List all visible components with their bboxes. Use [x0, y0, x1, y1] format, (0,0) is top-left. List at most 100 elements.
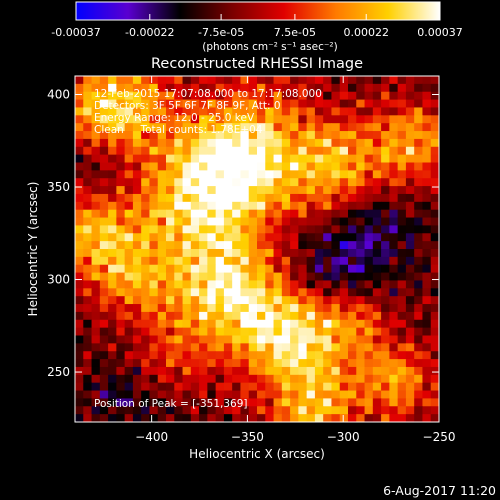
heatmap-cell — [397, 115, 407, 124]
heatmap-cell — [232, 296, 241, 305]
heatmap-cell — [207, 209, 217, 218]
heatmap-cell — [372, 209, 382, 218]
heatmap-cell — [265, 170, 274, 179]
heatmap-cell — [414, 123, 423, 132]
heatmap-cell — [108, 209, 117, 218]
heatmap-cell — [248, 351, 258, 360]
heatmap-cell — [157, 209, 167, 218]
x-tick-label: −300 — [327, 430, 360, 444]
heatmap-cell — [116, 146, 126, 156]
heatmap-cell — [116, 382, 126, 391]
heatmap-cell — [339, 138, 349, 148]
heatmap-cell — [306, 406, 316, 415]
heatmap-cell — [166, 193, 175, 203]
heatmap-cell — [108, 390, 117, 399]
heatmap-cell — [414, 382, 423, 391]
heatmap-cell — [314, 76, 324, 85]
heatmap-cell — [199, 249, 208, 258]
heatmap-cell — [199, 131, 208, 140]
heatmap-cell — [108, 343, 117, 352]
heatmap-cell — [314, 264, 324, 273]
heatmap-cell — [166, 343, 175, 352]
heatmap-cell — [75, 335, 84, 344]
heatmap-cell — [141, 83, 150, 93]
heatmap-cell — [75, 390, 84, 399]
heatmap-cell — [414, 162, 423, 171]
heatmap-cell — [348, 76, 357, 85]
heatmap-cell — [190, 311, 200, 321]
heatmap-cell — [323, 366, 332, 376]
heatmap-cell — [331, 343, 341, 352]
heatmap-cell — [116, 351, 126, 360]
heatmap-cell — [306, 170, 316, 179]
heatmap-cell — [108, 170, 117, 179]
heatmap-cell — [397, 209, 407, 218]
heatmap-cell — [166, 170, 175, 179]
heatmap-cell — [91, 217, 101, 226]
heatmap-cell — [414, 374, 423, 384]
heatmap-cell — [265, 382, 274, 391]
heatmap-cell — [356, 241, 365, 250]
heatmap-cell — [248, 398, 258, 407]
heatmap-cell — [232, 123, 241, 132]
heatmap-cell — [397, 249, 407, 258]
heatmap-cell — [306, 83, 316, 93]
heatmap-cell — [405, 406, 415, 415]
heatmap-cell — [364, 209, 374, 218]
heatmap-cell — [323, 304, 332, 313]
heatmap-cell — [190, 170, 200, 179]
heatmap-cell — [281, 225, 291, 234]
heatmap-cell — [381, 178, 390, 187]
heatmap-cell — [430, 115, 439, 124]
heatmap-cell — [248, 138, 258, 148]
heatmap-cell — [290, 99, 299, 108]
heatmap-cell — [248, 359, 258, 368]
heatmap-cell — [83, 359, 92, 368]
heatmap-cell — [422, 91, 432, 100]
heatmap-cell — [141, 91, 150, 100]
heatmap-cell — [348, 83, 357, 93]
y-axis-label: Heliocentric Y (arcsec) — [26, 182, 40, 317]
heatmap-cell — [422, 99, 432, 108]
heatmap-cell — [364, 351, 374, 360]
heatmap-cell — [372, 366, 382, 376]
heatmap-cell — [91, 225, 101, 234]
heatmap-cell — [257, 296, 266, 305]
heatmap-cell — [331, 390, 341, 399]
heatmap-cell — [306, 138, 316, 148]
heatmap-cell — [116, 343, 126, 352]
heatmap-cell — [281, 256, 291, 266]
heatmap-cell — [331, 327, 341, 336]
heatmap-cell — [91, 406, 101, 415]
heatmap-cell — [83, 138, 92, 148]
heatmap-cell — [157, 343, 167, 352]
heatmap-cell — [356, 83, 365, 93]
heatmap-cell — [314, 91, 324, 100]
heatmap-cell — [265, 123, 274, 132]
heatmap-cell — [223, 170, 233, 179]
heatmap-cell — [364, 83, 374, 93]
heatmap-cell — [248, 131, 258, 140]
heatmap-cell — [348, 162, 357, 171]
heatmap-cell — [223, 107, 233, 116]
heatmap-cell — [381, 193, 390, 203]
heatmap-cell — [389, 382, 399, 391]
heatmap-cell — [207, 162, 217, 171]
heatmap-cell — [132, 76, 142, 85]
heatmap-cell — [290, 193, 299, 203]
heatmap-cell — [108, 382, 117, 391]
heatmap-cell — [248, 99, 258, 108]
heatmap-cell — [257, 249, 266, 258]
heatmap-cell — [331, 249, 341, 258]
heatmap-cell — [240, 178, 250, 187]
heatmap-cell — [414, 186, 423, 195]
heatmap-cell — [124, 335, 134, 344]
heatmap-cell — [240, 296, 250, 305]
heatmap-cell — [75, 398, 84, 407]
heatmap-cell — [108, 162, 117, 171]
heatmap-cell — [265, 374, 274, 384]
heatmap-cell — [273, 327, 283, 336]
heatmap-cell — [141, 178, 150, 187]
heatmap-cell — [157, 233, 167, 242]
heatmap-cell — [298, 366, 308, 376]
